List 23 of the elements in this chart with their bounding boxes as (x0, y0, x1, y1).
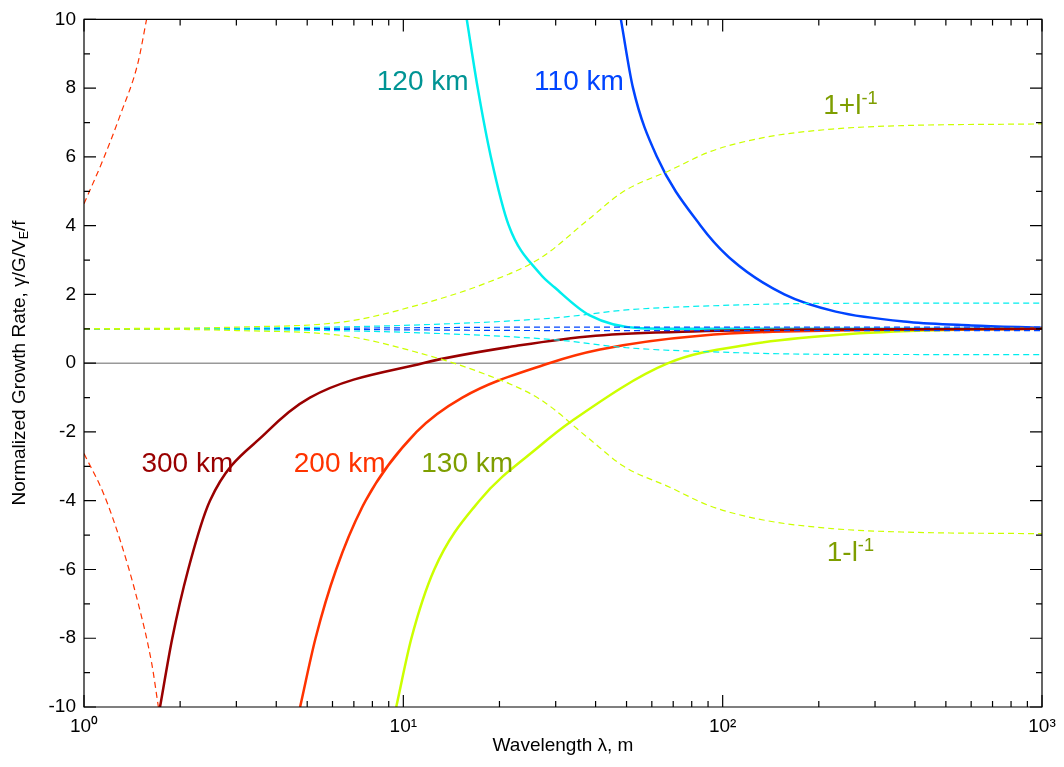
series-label: 110 km (534, 65, 624, 97)
series-label: 120 km (376, 65, 469, 97)
y-tick-label: 10 (54, 7, 76, 29)
series-label: 200 km (293, 446, 386, 478)
y-tick-label: -2 (59, 420, 76, 442)
series-label: 300 km (141, 446, 234, 478)
x-tick-label: 10³ (1028, 714, 1056, 736)
series-label: 1+l$^{-1}$ (823, 87, 878, 121)
y-tick-label: 2 (65, 282, 76, 304)
y-tick-label: -4 (59, 488, 77, 510)
x-tick-label: 10¹ (389, 714, 418, 736)
y-tick-label: 6 (65, 145, 76, 167)
y-tick-label: -8 (59, 626, 76, 648)
y-tick-label: -6 (59, 557, 76, 579)
y-tick-label: 0 (65, 351, 76, 373)
x-tick-label: 10² (708, 714, 737, 736)
y-tick-label: 8 (65, 76, 76, 98)
y-tick-label: 4 (65, 213, 77, 235)
x-axis-title: Wavelength λ, m (492, 734, 634, 755)
y-tick-label: -10 (48, 695, 76, 717)
x-tick-label: 10⁰ (69, 714, 99, 736)
series-label: 1-l$^{-1}$ (826, 535, 875, 568)
series-label: 130 km (421, 446, 514, 478)
